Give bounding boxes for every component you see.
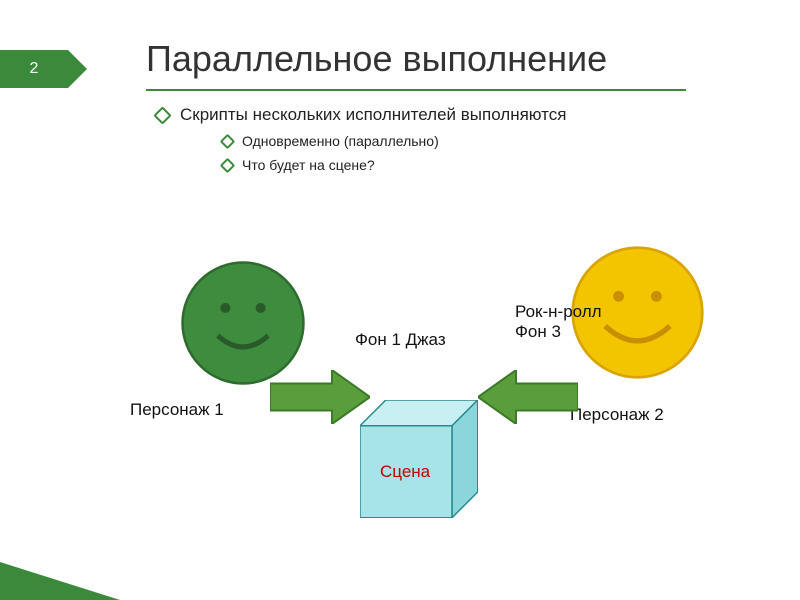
label-rock: Рок-н-ролл Фон 3 [515,302,602,342]
character-1-label: Персонаж 1 [130,400,224,420]
bullet-level1: Скрипты нескольких исполнителей выполняю… [174,105,766,125]
arrow-left-icon [478,370,578,424]
bullet-level2-b: Что будет на сцене? [238,157,766,173]
diagram-area: Персонаж 1 Персонаж 2 Фон 1 Джаз Рок-н-р… [100,240,740,570]
page-title: Параллельное выполнение [146,38,766,79]
character-2-label: Персонаж 2 [570,405,664,425]
slide-number-badge: 2 [0,50,68,88]
corner-accent [0,562,120,600]
character-1-face [180,260,306,386]
slide-number: 2 [30,60,39,78]
stage-label: Сцена [380,462,430,482]
bullet-level2-a: Одновременно (параллельно) [238,133,766,149]
label-jazz: Фон 1 Джаз [355,330,446,350]
content-area: Параллельное выполнение Скрипты нескольк… [146,38,766,181]
arrow-right-icon [270,370,370,424]
title-underline [146,89,686,91]
